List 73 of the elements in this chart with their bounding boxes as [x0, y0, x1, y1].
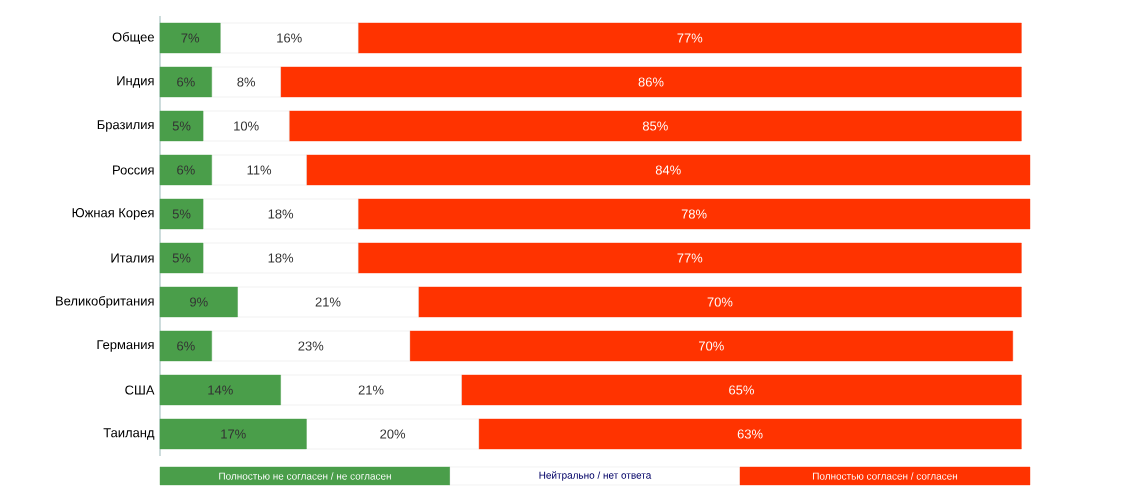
data-label: 21%	[315, 297, 341, 307]
bar	[159, 330, 212, 362]
data-label: 7%	[181, 33, 200, 43]
data-label: 21%	[358, 385, 384, 395]
bar	[202, 110, 290, 142]
bar	[159, 22, 221, 54]
bar	[478, 418, 1022, 450]
bar	[159, 286, 238, 318]
bar	[306, 418, 479, 450]
bar	[280, 66, 1022, 98]
data-label: 65%	[729, 385, 754, 395]
text: Полностью согласен / согласен	[813, 472, 958, 480]
bar	[159, 374, 281, 406]
y-tick-label: Италия	[111, 253, 154, 263]
y-tick-label: США	[125, 385, 155, 395]
data-label: 6%	[177, 165, 195, 175]
data-label: 6%	[177, 341, 195, 351]
bar	[159, 242, 204, 274]
bar	[211, 66, 281, 98]
bar	[306, 154, 1031, 186]
data-label: 17%	[221, 429, 246, 439]
bar	[280, 374, 462, 406]
bar	[202, 242, 359, 274]
data-label: 5%	[172, 209, 191, 219]
data-label: 85%	[642, 121, 668, 131]
data-label: 10%	[234, 121, 259, 131]
y-tick-label: Индия	[117, 76, 154, 88]
text: Полностью не согласен / не согласен	[219, 472, 391, 480]
bar	[357, 198, 1031, 230]
bar	[409, 330, 1013, 362]
data-label: 5%	[172, 121, 191, 131]
bar	[211, 154, 307, 186]
y-tick-label: Общее	[112, 31, 154, 45]
bar	[237, 286, 419, 318]
data-label: 86%	[638, 77, 664, 87]
data-label: 18%	[268, 209, 294, 219]
data-label: 9%	[190, 297, 208, 307]
bar	[159, 418, 307, 450]
data-label: 84%	[655, 165, 681, 175]
data-label: 8%	[237, 77, 256, 87]
bar	[159, 110, 204, 142]
data-label: 11%	[247, 165, 272, 175]
data-label: 77%	[677, 33, 703, 43]
bar	[159, 154, 212, 186]
y-tick-label: Россия	[113, 165, 154, 175]
text: Нейтрально / нет ответа	[539, 471, 652, 481]
data-label: 5%	[172, 253, 191, 263]
data-label: 18%	[268, 253, 294, 263]
data-label: 14%	[208, 385, 233, 395]
bar	[211, 330, 411, 362]
bar	[461, 374, 1022, 406]
bar	[202, 198, 359, 230]
data-label: 70%	[707, 297, 733, 307]
data-label: 78%	[681, 209, 707, 219]
data-label: 70%	[699, 341, 724, 351]
y-tick-label: Германия	[97, 340, 154, 352]
data-label: 20%	[380, 429, 406, 439]
bar	[159, 198, 204, 230]
data-label: 77%	[677, 253, 703, 263]
y-tick-label: Южная Корея	[72, 208, 154, 220]
bar	[418, 286, 1022, 318]
data-label: 63%	[737, 429, 763, 439]
y-tick-label: Бразилия	[97, 120, 154, 132]
bar	[357, 242, 1022, 274]
data-label: 23%	[298, 341, 324, 351]
data-label: 6%	[177, 77, 195, 87]
y-tick-label: Таиланд	[103, 428, 155, 440]
bar	[289, 110, 1022, 142]
data-label: 16%	[277, 33, 302, 43]
y-tick-label: Великобритания	[56, 295, 154, 309]
bar	[357, 22, 1022, 54]
bar	[220, 22, 359, 54]
bar	[159, 66, 212, 98]
